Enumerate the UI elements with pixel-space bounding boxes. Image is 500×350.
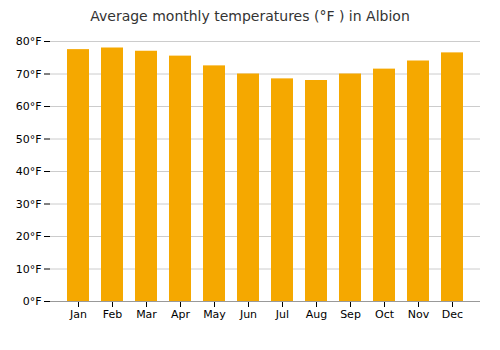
- svg-text:50°F: 50°F: [16, 133, 42, 146]
- svg-text:10°F: 10°F: [16, 263, 42, 276]
- svg-text:Dec: Dec: [442, 308, 463, 321]
- svg-text:Aug: Aug: [306, 308, 327, 321]
- svg-text:Jul: Jul: [275, 308, 289, 321]
- svg-text:Oct: Oct: [375, 308, 395, 321]
- svg-text:20°F: 20°F: [16, 230, 42, 243]
- svg-text:30°F: 30°F: [16, 198, 42, 211]
- html-text:Average monthly temperatures (: Average monthly temperatures (°F ) in Al…: [90, 8, 410, 24]
- svg-text:70°F: 70°F: [16, 68, 42, 81]
- svg-text:0°F: 0°F: [23, 295, 42, 308]
- svg-text:60°F: 60°F: [16, 100, 42, 113]
- svg-text:Nov: Nov: [408, 308, 430, 321]
- svg-text:Mar: Mar: [136, 308, 157, 321]
- svg-text:Apr: Apr: [171, 308, 191, 321]
- svg-text:Feb: Feb: [103, 308, 122, 321]
- svg-text:Jun: Jun: [239, 308, 257, 321]
- svg-text:80°F: 80°F: [16, 35, 42, 48]
- svg-text:40°F: 40°F: [16, 165, 42, 178]
- svg-text:May: May: [203, 308, 226, 321]
- svg-text:Jan: Jan: [69, 308, 87, 321]
- svg-text:Sep: Sep: [340, 308, 361, 321]
